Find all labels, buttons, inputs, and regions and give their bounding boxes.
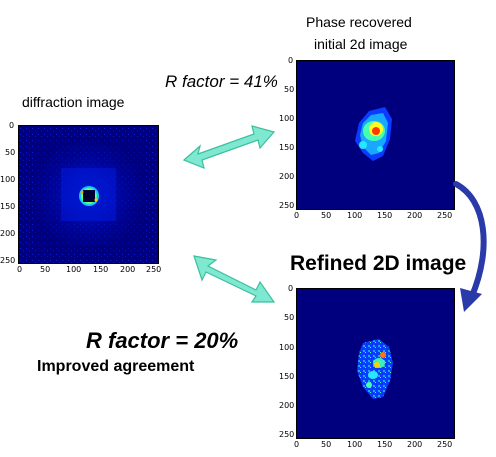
diffraction-plot [18, 125, 159, 264]
refined-xtick-150: 150 [377, 440, 393, 449]
phase-ytick-250: 250 [279, 201, 295, 210]
diff-ytick-0: 0 [9, 121, 15, 130]
refined-ytick-50: 50 [284, 313, 295, 322]
diff-xtick-250: 250 [146, 265, 162, 274]
phase-title-line1: Phase recovered [306, 14, 412, 30]
refined-ytick-250: 250 [279, 430, 295, 439]
phase-title-line2: initial 2d image [314, 36, 408, 52]
diff-ytick-100: 100 [0, 175, 16, 184]
phase-xtick-0: 0 [294, 211, 300, 220]
diff-xtick-200: 200 [120, 265, 136, 274]
double-arrow-upper [182, 125, 276, 169]
curved-arrow [453, 181, 487, 312]
refined-ytick-100: 100 [279, 343, 295, 352]
phase-xtick-150: 150 [377, 211, 393, 220]
diff-ytick-150: 150 [0, 202, 16, 211]
phase-xtick-200: 200 [407, 211, 423, 220]
refined-xtick-100: 100 [347, 440, 363, 449]
phase-ytick-100: 100 [279, 114, 295, 123]
refined-xtick-50: 50 [321, 440, 332, 449]
refined-ytick-150: 150 [279, 372, 295, 381]
refined-xtick-200: 200 [407, 440, 423, 449]
diff-ytick-250: 250 [0, 256, 16, 265]
r-factor-refined: R factor = 20% [86, 328, 239, 353]
improved-agreement-text: Improved agreement [37, 358, 195, 375]
refined-ytick-0: 0 [288, 284, 294, 293]
diff-ytick-200: 200 [0, 229, 16, 238]
phase-ytick-150: 150 [279, 143, 295, 152]
phase-xtick-50: 50 [321, 211, 332, 220]
refined-plot [296, 288, 455, 439]
phase-ytick-50: 50 [284, 85, 295, 94]
refined-title: Refined 2D image [290, 252, 467, 275]
phase-recovered-plot [296, 60, 455, 210]
diff-xtick-50: 50 [40, 265, 51, 274]
phase-ytick-0: 0 [288, 56, 294, 65]
phase-xtick-100: 100 [347, 211, 363, 220]
double-arrow-lower [193, 255, 276, 303]
diff-xtick-0: 0 [17, 265, 23, 274]
refined-xtick-0: 0 [294, 440, 300, 449]
refined-xtick-250: 250 [437, 440, 453, 449]
phase-xtick-250: 250 [437, 211, 453, 220]
diff-xtick-100: 100 [66, 265, 82, 274]
refined-ytick-200: 200 [279, 401, 295, 410]
diffraction-title: diffraction image [22, 94, 125, 110]
r-factor-initial: R factor = 41% [165, 72, 278, 91]
diff-xtick-150: 150 [93, 265, 109, 274]
diff-ytick-50: 50 [5, 148, 16, 157]
phase-ytick-200: 200 [279, 172, 295, 181]
